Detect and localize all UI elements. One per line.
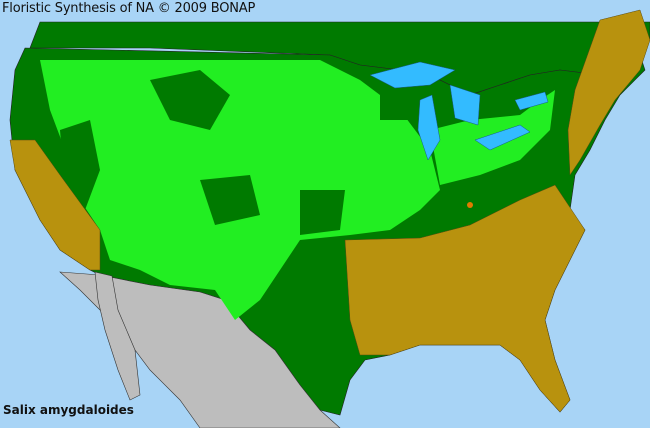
state-presence-patch bbox=[150, 70, 230, 130]
absent-southeast bbox=[344, 184, 586, 413]
species-label: Salix amygdaloides bbox=[3, 403, 134, 417]
state-presence-patch bbox=[300, 190, 345, 235]
absent-california-nevada bbox=[9, 139, 101, 271]
baja-california bbox=[94, 271, 141, 401]
state-presence-patch bbox=[60, 120, 100, 210]
absent-northeast bbox=[567, 9, 650, 176]
great-lakes bbox=[369, 61, 549, 161]
map-title: Floristic Synthesis of NA © 2009 BONAP bbox=[2, 1, 256, 16]
state-presence-patch bbox=[200, 175, 260, 225]
rare-county-marker bbox=[467, 202, 473, 208]
